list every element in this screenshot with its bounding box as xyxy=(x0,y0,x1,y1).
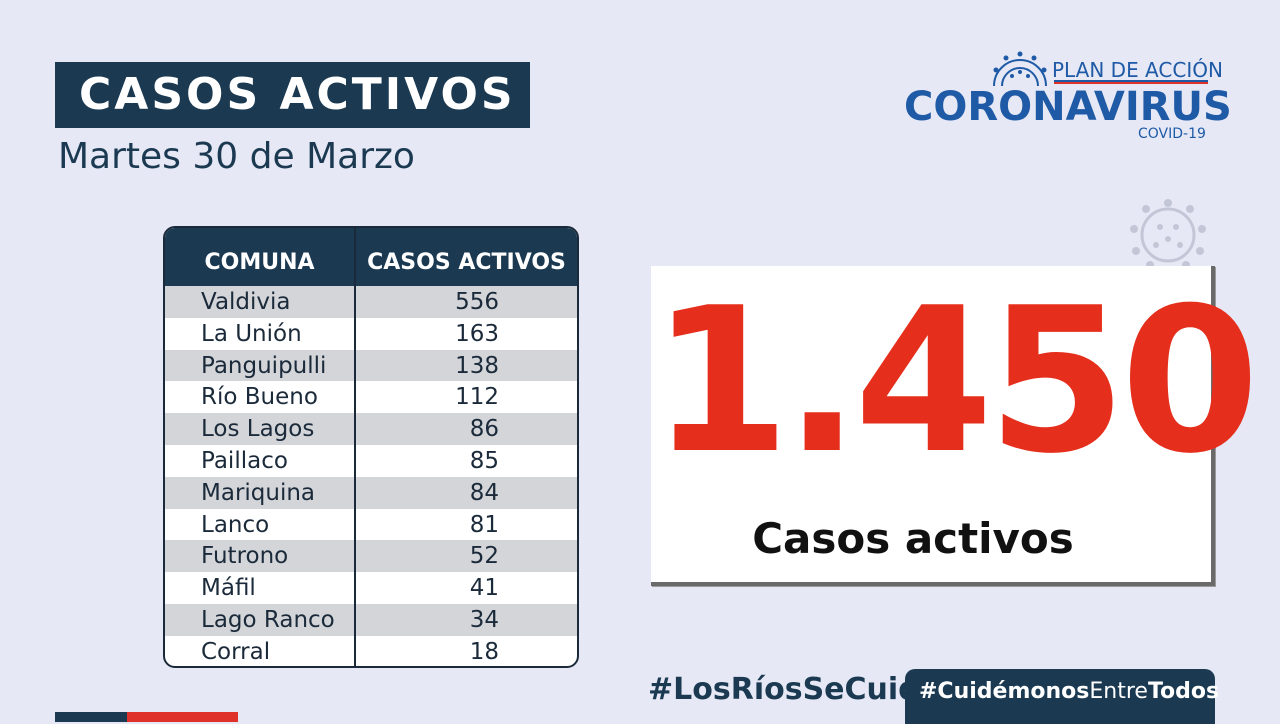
table-row: Corral 18 xyxy=(165,636,577,666)
cell-casos: 112 xyxy=(455,384,499,411)
cell-comuna: Lanco xyxy=(201,511,270,538)
cell-comuna: Valdivia xyxy=(201,289,291,315)
hashtag-los-rios: #LosRíosSeCuida xyxy=(648,672,940,707)
cell-comuna: Mariquina xyxy=(201,479,316,506)
table-row: La Unión 163 xyxy=(165,318,577,350)
cell-casos: 163 xyxy=(455,320,499,347)
table-body: Valdivia 556 La Unión 163 Panguipulli 138 R… xyxy=(165,286,577,666)
table-header: COMUNA CASOS ACTIVOS xyxy=(165,228,577,286)
hashtag-cuidemonos-box: #CuidémonosEntreTodos xyxy=(905,669,1219,724)
cell-comuna: Paillaco xyxy=(201,447,288,474)
cell-comuna: Los Lagos xyxy=(201,416,315,443)
cell-comuna: Máfil xyxy=(201,575,256,602)
virus-decoration-icon xyxy=(1130,199,1206,269)
table-row: Máfil 41 xyxy=(165,572,577,604)
total-box: 1.450 Casos activos xyxy=(651,265,1260,586)
cell-casos: 81 xyxy=(469,511,499,538)
hashtag-part: #Cuidémonos xyxy=(919,679,1090,704)
header-casos: CASOS ACTIVOS xyxy=(367,250,566,275)
cell-comuna: Lago Ranco xyxy=(201,606,335,633)
cell-casos: 85 xyxy=(469,447,499,474)
table-row: Río Bueno 112 xyxy=(165,381,577,413)
cell-casos: 84 xyxy=(469,479,499,506)
virus-icon xyxy=(993,51,1047,87)
table-row: Los Lagos 86 xyxy=(165,413,577,445)
table-row: Panguipulli 138 xyxy=(165,349,577,382)
cell-casos: 41 xyxy=(469,575,499,602)
header-comuna: COMUNA xyxy=(204,250,315,275)
cell-casos: 18 xyxy=(469,638,499,665)
cell-casos: 34 xyxy=(469,606,499,633)
page-title: CASOS ACTIVOS xyxy=(55,62,530,128)
logo-plan-text: PLAN DE ACCIÓN xyxy=(1052,58,1223,82)
date-subtitle: Martes 30 de Marzo xyxy=(58,136,415,177)
hashtag-cuidemonos: #CuidémonosEntreTodos xyxy=(919,679,1219,704)
cell-comuna: Río Bueno xyxy=(201,384,318,411)
cell-casos: 556 xyxy=(455,289,499,315)
cell-comuna: Corral xyxy=(201,638,271,665)
hashtag-part: Entre xyxy=(1089,679,1148,704)
hashtag-part: Todos xyxy=(1147,679,1220,704)
table-row: Lago Ranco 34 xyxy=(165,603,577,636)
table-row: Futrono 52 xyxy=(165,540,577,573)
flag-stripe-blue xyxy=(55,712,127,722)
table-row: Mariquina 84 xyxy=(165,476,577,509)
cases-table: COMUNA CASOS ACTIVOS Valdivia 556 La Unió… xyxy=(163,226,579,668)
coronavirus-logo: PLAN DE ACCIÓN CORONAVIRUS COVID-19 xyxy=(900,46,1232,146)
table-row: Paillaco 85 xyxy=(165,445,577,477)
flag-stripe-red xyxy=(127,712,238,722)
logo-brand-text: CORONAVIRUS xyxy=(904,84,1232,130)
cell-casos: 52 xyxy=(469,543,499,570)
logo-sub-text: COVID-19 xyxy=(1138,126,1206,142)
cell-comuna: Panguipulli xyxy=(201,352,327,379)
cell-casos: 138 xyxy=(455,352,499,379)
total-value: 1.450 xyxy=(651,265,1260,498)
table-row: Valdivia 556 xyxy=(165,286,577,318)
table-row: Lanco 81 xyxy=(165,509,577,541)
cell-casos: 86 xyxy=(469,416,499,443)
cell-comuna: Futrono xyxy=(201,543,289,570)
column-divider xyxy=(354,228,356,666)
logo-underline xyxy=(1054,80,1208,84)
total-label: Casos activos xyxy=(752,514,1074,563)
cell-comuna: La Unión xyxy=(201,320,302,347)
